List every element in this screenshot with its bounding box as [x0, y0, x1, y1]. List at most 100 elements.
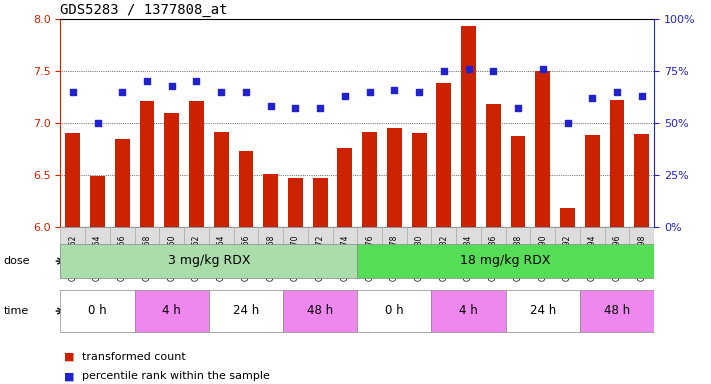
Bar	[85, 227, 110, 278]
Bar	[60, 227, 85, 278]
Text: GSM306994: GSM306994	[588, 234, 597, 281]
Text: GSM306952: GSM306952	[68, 234, 77, 281]
Bar	[357, 227, 382, 278]
Bar	[283, 227, 308, 278]
Bar	[60, 244, 357, 278]
Point	[562, 120, 573, 126]
Bar	[357, 244, 654, 278]
Bar	[60, 290, 134, 332]
Text: GSM306978: GSM306978	[390, 234, 399, 281]
Text: time: time	[4, 306, 29, 316]
Bar	[134, 227, 159, 278]
Bar	[629, 227, 654, 278]
Bar	[184, 227, 209, 278]
Text: 18 mg/kg RDX: 18 mg/kg RDX	[461, 254, 551, 267]
Point	[92, 120, 103, 126]
Text: 48 h: 48 h	[307, 304, 333, 317]
Bar	[432, 290, 506, 332]
Text: GSM306986: GSM306986	[489, 234, 498, 281]
Point	[389, 87, 400, 93]
Text: GSM306966: GSM306966	[242, 234, 250, 281]
Point	[314, 105, 326, 111]
Bar	[506, 227, 530, 278]
Bar	[362, 132, 377, 227]
Text: GSM306960: GSM306960	[167, 234, 176, 281]
Text: 24 h: 24 h	[530, 304, 556, 317]
Bar	[604, 227, 629, 278]
Text: 4 h: 4 h	[162, 304, 181, 317]
Bar	[214, 132, 229, 227]
Text: GSM306956: GSM306956	[118, 234, 127, 281]
Point	[364, 89, 375, 95]
Bar	[387, 128, 402, 227]
Text: 0 h: 0 h	[88, 304, 107, 317]
Bar	[234, 227, 258, 278]
Point	[438, 68, 449, 74]
Bar	[432, 227, 456, 278]
Point	[488, 68, 499, 74]
Text: GSM306964: GSM306964	[217, 234, 225, 281]
Text: GSM306954: GSM306954	[93, 234, 102, 281]
Text: GSM306972: GSM306972	[316, 234, 325, 281]
Point	[611, 89, 623, 95]
Bar	[139, 101, 154, 227]
Text: GSM306984: GSM306984	[464, 234, 473, 281]
Text: percentile rank within the sample: percentile rank within the sample	[82, 371, 269, 381]
Text: GSM306974: GSM306974	[341, 234, 349, 281]
Text: GSM306992: GSM306992	[563, 234, 572, 281]
Bar	[510, 136, 525, 227]
Bar	[209, 227, 234, 278]
Text: 4 h: 4 h	[459, 304, 478, 317]
Bar	[486, 104, 501, 227]
Bar	[164, 113, 179, 227]
Point	[537, 66, 548, 72]
Bar	[338, 148, 353, 227]
Bar	[481, 227, 506, 278]
Text: GSM306980: GSM306980	[415, 234, 424, 281]
Bar	[456, 227, 481, 278]
Bar	[283, 290, 357, 332]
Bar	[580, 290, 654, 332]
Bar	[412, 133, 427, 227]
Bar	[530, 227, 555, 278]
Text: GDS5283 / 1377808_at: GDS5283 / 1377808_at	[60, 3, 228, 17]
Bar	[313, 178, 328, 227]
Point	[166, 83, 178, 89]
Point	[240, 89, 252, 95]
Bar	[407, 227, 432, 278]
Bar	[506, 290, 580, 332]
Bar	[159, 227, 184, 278]
Text: ■: ■	[64, 371, 75, 381]
Bar	[382, 227, 407, 278]
Point	[290, 105, 301, 111]
Text: transformed count: transformed count	[82, 352, 186, 362]
Text: GSM306970: GSM306970	[291, 234, 300, 281]
Bar	[560, 208, 575, 227]
Bar	[634, 134, 649, 227]
Bar	[115, 139, 129, 227]
Bar	[189, 101, 204, 227]
Text: 24 h: 24 h	[232, 304, 259, 317]
Point	[67, 89, 78, 95]
Bar	[461, 26, 476, 227]
Text: ■: ■	[64, 352, 75, 362]
Bar	[437, 83, 451, 227]
Point	[513, 105, 524, 111]
Text: GSM306968: GSM306968	[266, 234, 275, 281]
Bar	[357, 290, 432, 332]
Text: GSM306982: GSM306982	[439, 234, 449, 281]
Point	[587, 95, 598, 101]
Point	[117, 89, 128, 95]
Text: 48 h: 48 h	[604, 304, 630, 317]
Bar	[209, 290, 283, 332]
Bar	[555, 227, 580, 278]
Text: 0 h: 0 h	[385, 304, 404, 317]
Text: GSM306988: GSM306988	[513, 234, 523, 281]
Bar	[110, 227, 134, 278]
Bar	[585, 135, 599, 227]
Bar	[580, 227, 604, 278]
Text: 3 mg/kg RDX: 3 mg/kg RDX	[168, 254, 250, 267]
Bar	[258, 227, 283, 278]
Bar	[333, 227, 357, 278]
Text: dose: dose	[4, 256, 30, 266]
